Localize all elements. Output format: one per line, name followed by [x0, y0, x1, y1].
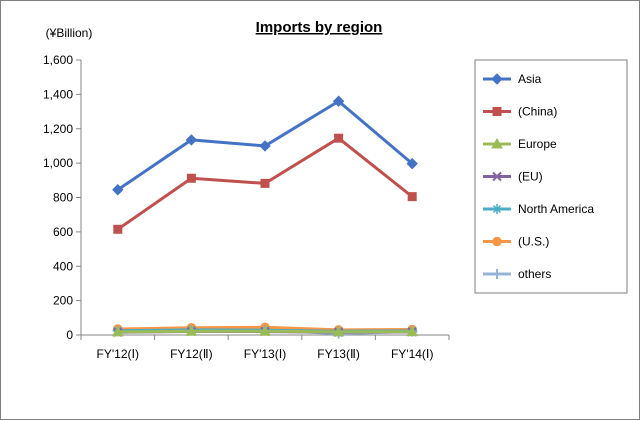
legend-label: North America	[518, 202, 594, 216]
y-tick-label: 600	[53, 225, 73, 239]
legend-marker	[491, 137, 503, 149]
legend-marker	[491, 73, 503, 85]
data-point	[259, 140, 271, 152]
x-tick-label: FY'14(Ⅰ)	[391, 347, 434, 361]
legend-label: (U.S.)	[518, 235, 549, 249]
y-tick-label: 1,600	[43, 53, 73, 67]
legend-label: (China)	[518, 105, 557, 119]
legend-marker	[492, 204, 502, 214]
data-point	[407, 192, 417, 202]
y-axis-unit: (¥Billion)	[46, 26, 93, 40]
data-point	[334, 133, 344, 143]
data-point	[259, 325, 271, 336]
data-point	[185, 325, 198, 336]
data-point	[186, 173, 196, 183]
data-point	[260, 178, 270, 188]
legend: Asia (China) Europe (EU) North America (U.S.)…	[474, 59, 628, 294]
legend-label: Europe	[518, 137, 557, 151]
data-point	[332, 325, 345, 337]
y-tick-label: 400	[53, 259, 73, 273]
y-tick-label: 1,400	[43, 87, 73, 101]
data-point	[111, 325, 124, 337]
data-point	[332, 95, 345, 107]
data-point	[406, 157, 418, 170]
x-tick-label: FY'12(Ⅰ)	[97, 347, 140, 361]
legend-marker	[492, 236, 502, 247]
y-tick-label: 1,200	[43, 122, 73, 136]
data-point	[113, 224, 123, 234]
legend-label: Asia	[518, 72, 542, 86]
x-tick-label: FY12(Ⅱ)	[170, 347, 213, 361]
y-tick-label: 0	[66, 328, 73, 342]
plot-area: 0 200 400 600 800 1,000 1,200 1,400 1,600 FY'12(Ⅰ…	[43, 53, 450, 361]
y-tick-label: 800	[53, 191, 73, 205]
legend-marker	[492, 107, 502, 116]
x-tick-label: FY13(Ⅱ)	[317, 347, 360, 361]
legend-marker	[492, 171, 502, 182]
legend-label: others	[518, 267, 551, 281]
x-tick-label: FY'13(Ⅰ)	[244, 347, 287, 361]
data-point	[406, 325, 419, 337]
y-tick-label: 200	[53, 294, 73, 308]
y-tick-label: 1,000	[43, 156, 73, 170]
data-point	[185, 134, 198, 146]
chart-title: Imports by region	[256, 19, 383, 36]
legend-marker	[492, 269, 502, 279]
data-point	[112, 184, 124, 196]
legend-label: (EU)	[518, 170, 543, 184]
